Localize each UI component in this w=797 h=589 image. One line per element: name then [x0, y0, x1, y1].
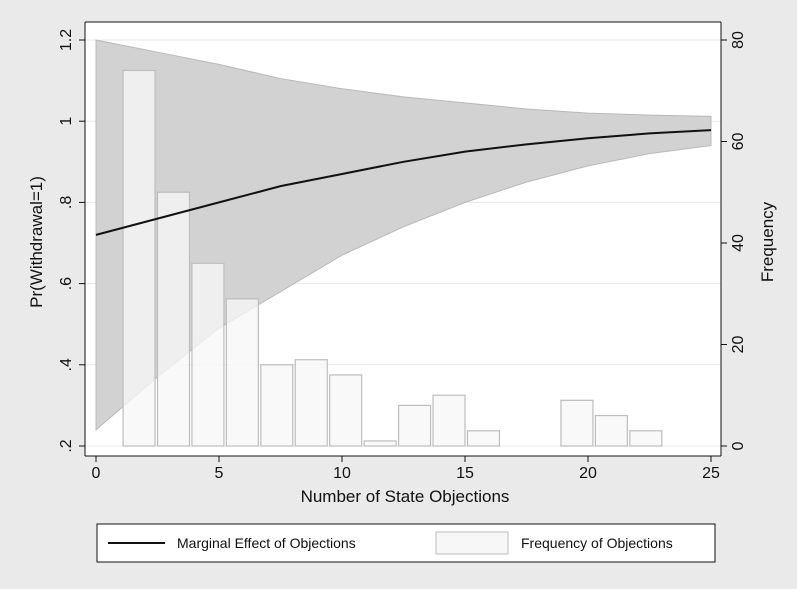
y-left-tick-label-3: .8 [58, 196, 75, 209]
y-axis-left-label: Pr(Withdrawal=1) [27, 176, 46, 308]
histogram-bar-4 [260, 364, 294, 447]
histogram-bar-10 [466, 430, 501, 447]
histogram-bar-1 [156, 191, 191, 447]
x-tick-label-1: 5 [215, 465, 224, 482]
legend: Marginal Effect of Objections Frequency … [96, 523, 716, 563]
legend-label-marginal-effect: Marginal Effect of Objections [177, 535, 356, 551]
histogram-bars [122, 69, 663, 447]
histogram-bar-12 [594, 414, 628, 447]
y-left-tick-label-0: .2 [58, 439, 75, 452]
histogram-bar-6 [329, 374, 363, 447]
y-right-tick-label-0: 0 [730, 441, 747, 450]
y-right-tick-label-4: 80 [730, 31, 747, 49]
y-right-tick-label-1: 20 [730, 336, 747, 354]
marginal-effect-line-group [95, 129, 712, 236]
legend-box [96, 523, 716, 563]
confidence-band-area [95, 39, 712, 431]
x-tick-label-3: 15 [456, 465, 474, 482]
x-tick-label-0: 0 [92, 465, 101, 482]
y-right-tick-label-2: 40 [730, 234, 747, 252]
axes: 0 5 10 15 20 25 .2 .4 .6 .8 1 1.2 0 20 40 60 80 [58, 21, 747, 482]
histogram-bar-2 [191, 262, 225, 447]
legend-box-swatch [435, 531, 509, 555]
y-left-tick-label-4: 1 [58, 117, 75, 126]
marginal-effect-line [95, 129, 712, 236]
y-right-tick-label-3: 60 [730, 133, 747, 151]
histogram-bar-9 [432, 394, 466, 447]
histogram-bar-7 [363, 440, 397, 447]
y-left-tick-label-2: .6 [58, 277, 75, 290]
x-tick-label-5: 25 [702, 465, 720, 482]
y-axis-right-label: Frequency [758, 201, 777, 282]
histogram-bar-5 [294, 359, 328, 447]
histogram-bar-13 [629, 430, 663, 447]
x-axis-label: Number of State Objections [301, 487, 510, 506]
x-tick-label-2: 10 [333, 465, 351, 482]
histogram-bar-3 [225, 298, 259, 447]
x-tick-label-4: 20 [579, 465, 597, 482]
legend-label-frequency: Frequency of Objections [521, 535, 673, 551]
y-left-tick-label-5: 1.2 [58, 29, 75, 51]
histogram-bar-11 [560, 399, 594, 447]
y-left-tick-label-1: .4 [58, 358, 75, 371]
histogram-bar-0 [122, 69, 156, 447]
histogram-bar-8 [397, 404, 432, 447]
confidence-band [95, 39, 712, 431]
